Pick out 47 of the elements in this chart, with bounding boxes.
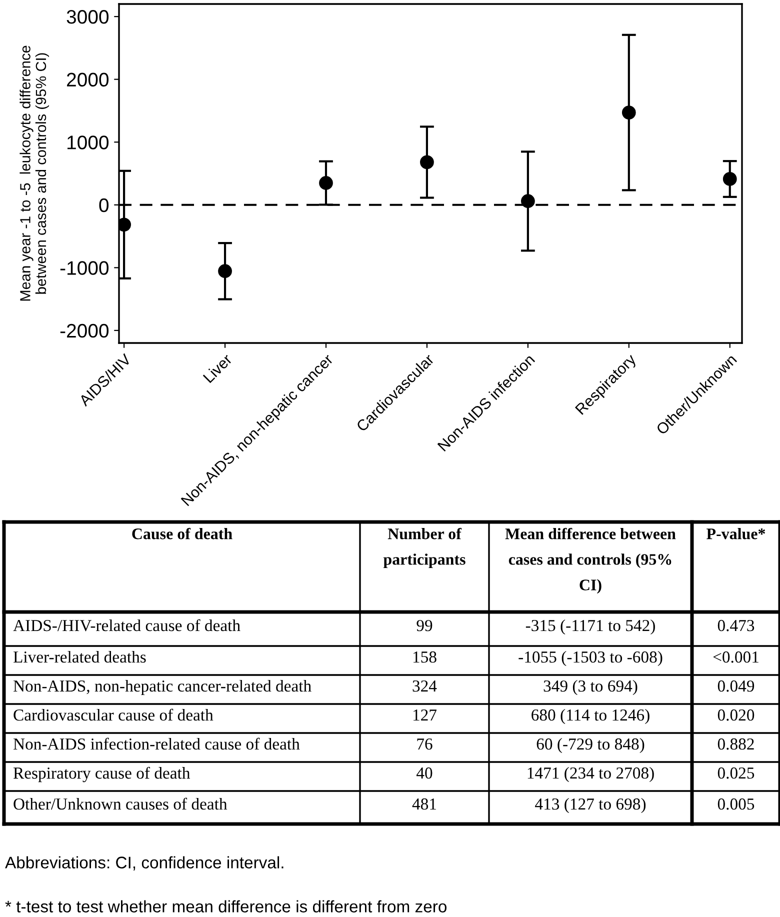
text: 349 (3 to 694)	[544, 680, 638, 696]
text: 158	[413, 651, 436, 663]
text: 680 (114 to 1246)	[532, 708, 650, 724]
point	[319, 176, 333, 190]
text: Non-AIDS, non-hepatic cancer-related death	[13, 680, 312, 696]
y-tick-label: -2000	[60, 324, 109, 338]
point	[622, 106, 636, 120]
text: P-value*	[706, 528, 766, 540]
text: <0.001	[713, 651, 758, 663]
text: AIDS-/HIV-related cause of death	[13, 619, 240, 632]
text: * t-test to test whether mean difference is different from zero	[5, 900, 447, 912]
y-tick-label: 2000	[67, 72, 109, 87]
text: 0.473	[718, 620, 754, 632]
text: 0.020	[718, 709, 754, 721]
point	[520, 194, 535, 208]
text: Abbreviations: CI, confidence interval.	[5, 856, 284, 870]
text: Respiratory cause of death	[13, 766, 190, 782]
text: Number of participants	[383, 528, 466, 568]
text: Other/Unknown causes of death	[14, 798, 228, 810]
text: 127	[413, 709, 437, 721]
text: 99	[416, 620, 432, 632]
y-tick-label: 3000	[66, 10, 109, 24]
text: 60 (-729 to 848)	[536, 738, 644, 754]
text: -315 (-1171 to 542)	[526, 619, 655, 635]
y-axis-title: Mean year -1 to -5 leukocyte difference between cases and controls (95% CI)	[20, 46, 49, 301]
text: 324	[412, 680, 437, 692]
text: 0.005	[718, 798, 754, 810]
point	[722, 172, 737, 186]
text: -1055 (-1503 to -608)	[518, 650, 662, 666]
text: 413 (127 to 698)	[535, 798, 646, 814]
text: 0.882	[718, 738, 754, 750]
text: 40	[416, 767, 432, 779]
y-tick-label: -1000	[60, 261, 109, 275]
point	[218, 264, 232, 278]
y-tick-label: 0	[99, 198, 109, 212]
y-tick-label: 1000	[68, 136, 109, 150]
text: Liver-related deaths	[13, 650, 146, 663]
text: 0.049	[718, 680, 754, 692]
text: Mean difference between cases and controls (95% CI)	[505, 528, 676, 594]
text: 76	[417, 738, 432, 750]
text: 481	[412, 798, 436, 810]
point	[420, 155, 434, 170]
text: 0.025	[718, 767, 754, 779]
text: Cardiovascular cause of death	[14, 708, 214, 721]
text: Non-AIDS infection-related cause of death	[13, 738, 300, 750]
text: Cause of death	[132, 528, 232, 540]
text: 1471 (234 to 2708)	[528, 766, 654, 782]
